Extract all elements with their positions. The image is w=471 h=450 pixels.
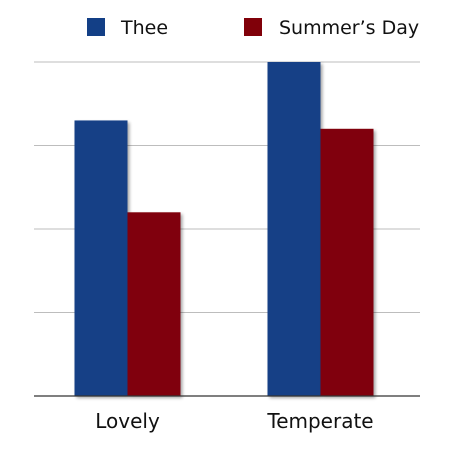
x-tick-label-temperate: Temperate xyxy=(266,409,373,433)
bars xyxy=(74,62,374,397)
legend-swatch-series-2 xyxy=(244,18,262,36)
bar-lovely-series-2 xyxy=(127,212,181,396)
x-tick-label-lovely: Lovely xyxy=(95,409,160,433)
x-axis: Lovely Temperate xyxy=(34,395,420,433)
legend-label-series-2: Summer’s Day xyxy=(279,17,419,39)
legend-swatch-series-1 xyxy=(87,18,105,36)
bar-temperate-series-1 xyxy=(267,62,321,396)
legend: Thee Summer’s Day xyxy=(87,17,419,39)
legend-label-series-1: Thee xyxy=(120,17,168,39)
bar-lovely-series-1 xyxy=(74,120,128,396)
bar-temperate-series-2 xyxy=(320,128,374,397)
